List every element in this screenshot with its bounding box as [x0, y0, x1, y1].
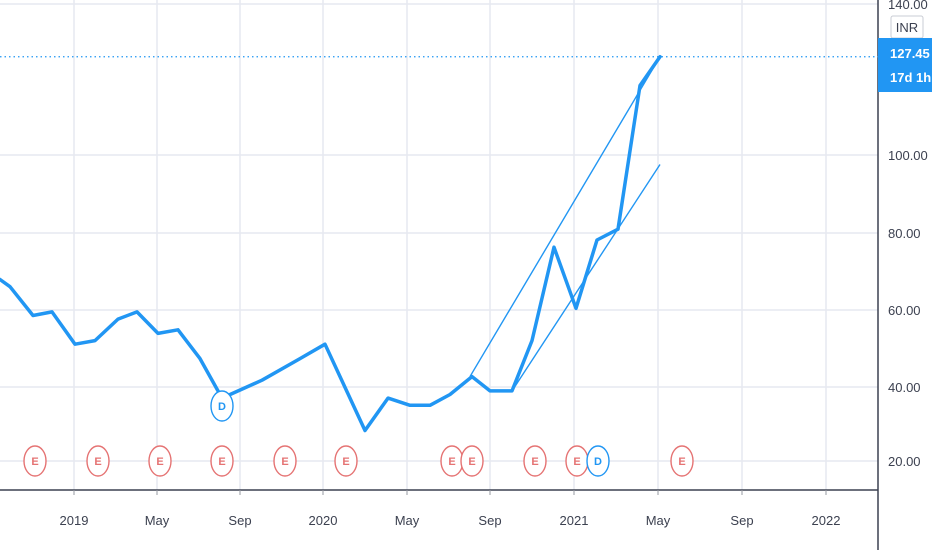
- bar-countdown: 17d 1h: [890, 70, 931, 85]
- y-tick-label: 20.00: [888, 454, 921, 469]
- marker-circle: [210, 390, 234, 422]
- marker-circle: [23, 445, 47, 477]
- x-tick-label: Sep: [478, 513, 501, 528]
- marker-label: D: [594, 456, 602, 468]
- earnings-marker[interactable]: E: [670, 445, 694, 477]
- marker-label: E: [94, 456, 101, 468]
- price-labels: INR 127.45 17d 1h: [878, 15, 932, 92]
- x-tick-label: 2021: [560, 513, 589, 528]
- trendlines[interactable]: [469, 56, 661, 392]
- earnings-marker[interactable]: E: [334, 445, 358, 477]
- marker-label: E: [678, 456, 685, 468]
- x-axis: 2019 May Sep 2020 May Sep 2021 May Sep 2022: [60, 490, 841, 528]
- x-tick-label: 2019: [60, 513, 89, 528]
- marker-label: E: [448, 456, 455, 468]
- marker-label: E: [31, 456, 38, 468]
- earnings-marker[interactable]: E: [148, 445, 172, 477]
- marker-label: E: [156, 456, 163, 468]
- marker-circle: [273, 445, 297, 477]
- marker-label: E: [573, 456, 580, 468]
- price-series-line: [0, 54, 662, 433]
- marker-circle: [670, 445, 694, 477]
- marker-circle: [86, 445, 110, 477]
- earnings-marker[interactable]: E: [210, 445, 234, 477]
- x-tick-label: Sep: [228, 513, 251, 528]
- y-axis: 140.00 100.00 80.00 60.00 40.00 20.00: [888, 0, 928, 469]
- x-tick-label: 2022: [812, 513, 841, 528]
- marker-circle: [523, 445, 547, 477]
- last-price-badge: 127.45 17d 1h: [878, 38, 932, 92]
- marker-circle: [210, 445, 234, 477]
- last-price: 127.45: [890, 46, 930, 61]
- earnings-marker[interactable]: E: [523, 445, 547, 477]
- y-tick-label: 60.00: [888, 303, 921, 318]
- y-tick-label: 40.00: [888, 380, 921, 395]
- marker-label: E: [342, 456, 349, 468]
- currency-badge: INR: [890, 15, 924, 39]
- marker-circle: [148, 445, 172, 477]
- marker-circle: [460, 445, 484, 477]
- earnings-marker[interactable]: E: [460, 445, 484, 477]
- earnings-marker[interactable]: E: [273, 445, 297, 477]
- marker-label: E: [281, 456, 288, 468]
- currency-label: INR: [896, 20, 918, 35]
- events: E E E E E E E E E E D E D: [23, 390, 694, 477]
- dividend-marker[interactable]: D: [210, 390, 234, 422]
- marker-circle: [334, 445, 358, 477]
- x-tick-label: May: [145, 513, 170, 528]
- marker-label: E: [468, 456, 475, 468]
- earnings-marker[interactable]: E: [23, 445, 47, 477]
- price-series: [0, 54, 878, 433]
- y-tick-label: 140.00: [888, 0, 928, 12]
- y-tick-label: 100.00: [888, 148, 928, 163]
- earnings-marker[interactable]: E: [86, 445, 110, 477]
- x-tick-label: 2020: [309, 513, 338, 528]
- earnings-marker[interactable]: E: [565, 445, 589, 477]
- dividend-marker[interactable]: D: [586, 445, 610, 477]
- grid: [0, 0, 879, 550]
- marker-circle: [586, 445, 610, 477]
- x-tick-label: Sep: [730, 513, 753, 528]
- marker-label: D: [218, 401, 226, 413]
- x-tick-label: May: [395, 513, 420, 528]
- y-tick-label: 80.00: [888, 226, 921, 241]
- earnings-marker[interactable]: E: [440, 445, 464, 477]
- marker-label: E: [531, 456, 538, 468]
- price-badge-bg: [878, 38, 932, 92]
- x-tick-label: May: [646, 513, 671, 528]
- trendline[interactable]: [469, 56, 661, 377]
- marker-label: E: [218, 456, 225, 468]
